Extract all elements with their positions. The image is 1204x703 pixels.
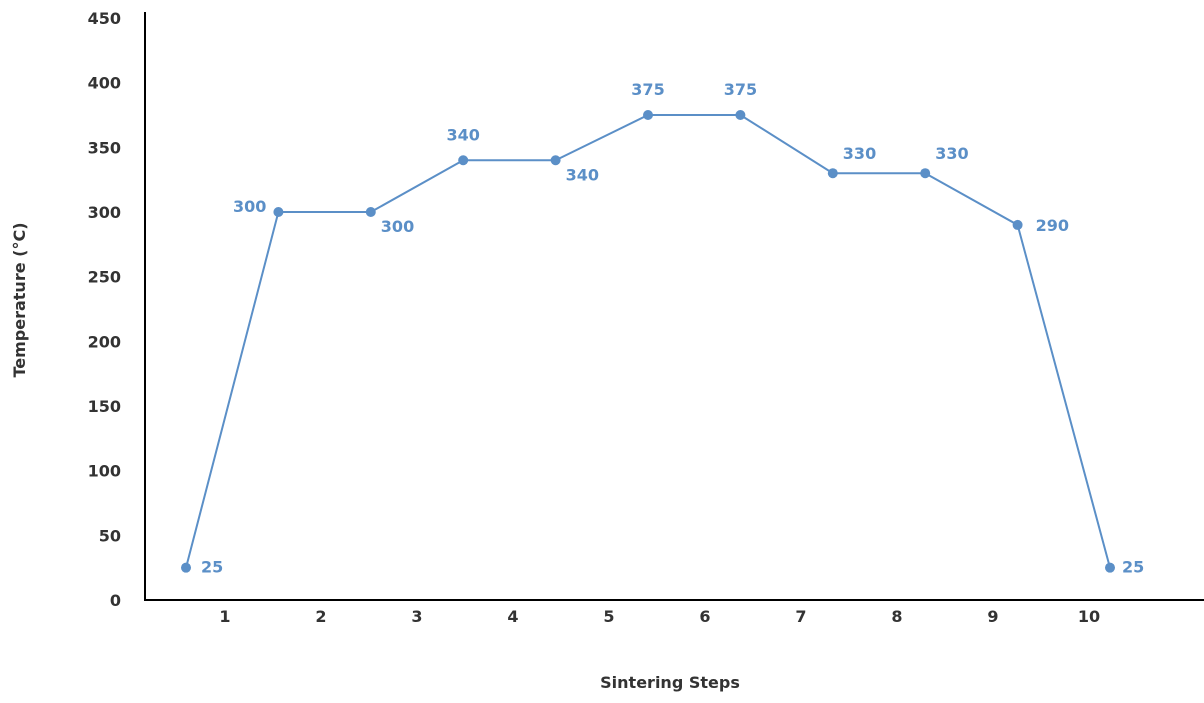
y-tick-label: 0	[110, 591, 121, 610]
series-group: 25 300 300 340 340 375 375 330 330 290 25	[181, 80, 1144, 577]
x-tick-label: 9	[987, 607, 998, 626]
data-point	[273, 207, 284, 217]
data-label: 340	[566, 165, 599, 184]
y-tick-label: 200	[88, 332, 121, 351]
y-tick-label: 150	[88, 397, 121, 416]
x-axis-ticks: 1 2 3 4 5 6 7 8 9 10	[219, 607, 1100, 626]
x-tick-label: 6	[699, 607, 710, 626]
data-point	[1105, 562, 1115, 573]
data-label: 330	[843, 144, 876, 163]
data-label: 25	[201, 558, 223, 577]
y-axis-title: Temperature (°C)	[10, 222, 29, 377]
data-point	[1012, 219, 1023, 230]
series-line	[185, 114, 1111, 568]
data-label: 375	[631, 80, 664, 99]
y-tick-label: 300	[88, 203, 121, 222]
data-label: 300	[381, 217, 414, 236]
x-tick-label: 3	[411, 607, 422, 626]
data-label: 340	[446, 125, 479, 144]
y-tick-label: 450	[88, 9, 121, 28]
x-tick-label: 7	[795, 607, 806, 626]
y-tick-label: 100	[88, 462, 121, 481]
data-point	[643, 110, 653, 120]
data-point	[181, 562, 191, 573]
x-tick-label: 1	[219, 607, 230, 626]
data-point	[827, 168, 838, 179]
y-axis-ticks: 0 50 100 150 200 250 300 350 400 450	[88, 9, 121, 610]
data-label: 300	[233, 197, 266, 216]
data-point	[920, 168, 931, 179]
data-point	[735, 110, 746, 120]
y-tick-label: 250	[88, 268, 121, 287]
x-tick-label: 10	[1078, 607, 1100, 626]
data-point	[365, 207, 376, 217]
x-axis-title: Sintering Steps	[600, 673, 740, 692]
y-tick-label: 350	[88, 138, 121, 157]
data-label: 25	[1122, 558, 1144, 577]
data-label: 330	[935, 144, 968, 163]
x-tick-label: 8	[891, 607, 902, 626]
data-label: 375	[724, 80, 757, 99]
x-tick-label: 2	[315, 607, 326, 626]
y-tick-label: 400	[88, 74, 121, 93]
data-point	[550, 155, 561, 166]
data-point	[458, 155, 469, 166]
x-tick-label: 4	[507, 607, 518, 626]
y-tick-label: 50	[99, 526, 121, 545]
data-label: 290	[1036, 216, 1069, 235]
x-tick-label: 5	[603, 607, 614, 626]
